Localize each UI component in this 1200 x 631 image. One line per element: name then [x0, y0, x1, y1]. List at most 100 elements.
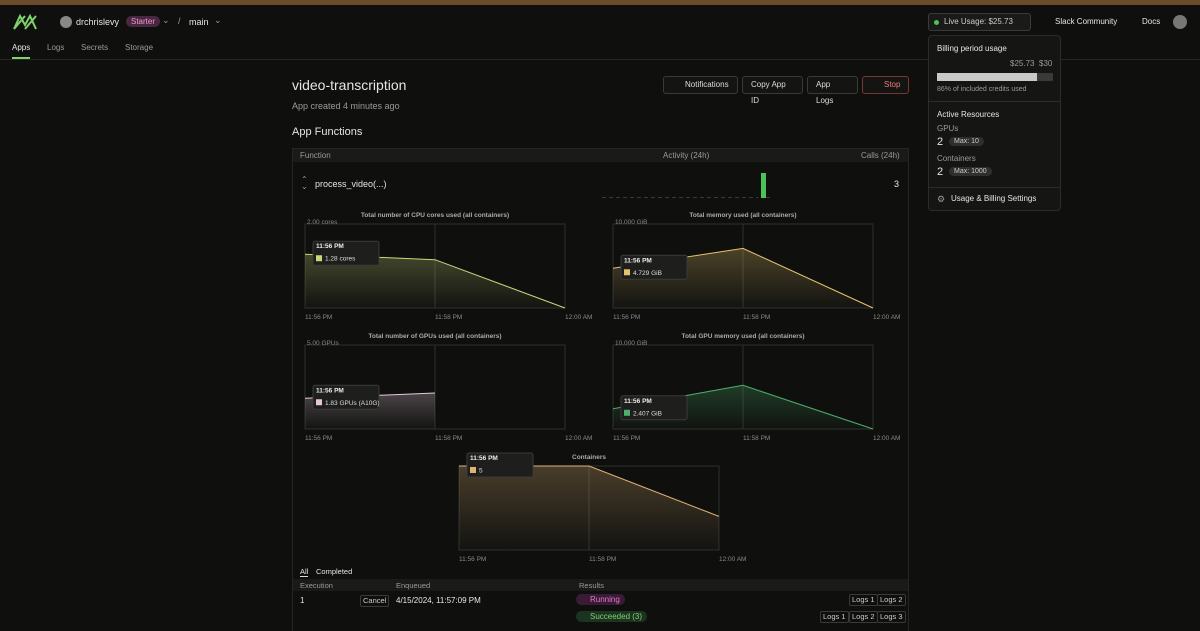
button[interactable]: App Logs	[807, 76, 858, 105]
tab[interactable]: Apps	[12, 43, 31, 52]
header-cell: Results	[579, 581, 605, 590]
runs-tab[interactable]: All	[300, 567, 309, 577]
branch[interactable]: main	[189, 17, 209, 27]
tooltip-value: 2.407 GiB	[633, 410, 662, 417]
user[interactable]: drchrislevy	[76, 17, 120, 27]
x-tick-label: 11:58 PM	[589, 556, 616, 563]
y-tick-label: 5.00 GPUs	[307, 340, 340, 347]
y-tick-label: 10.000 GiB	[615, 340, 648, 347]
resource-max: Max: 10	[949, 137, 984, 146]
separator: /	[178, 16, 181, 26]
live-usage[interactable]: Live Usage: $25.73	[928, 13, 1031, 31]
calls: 3	[894, 179, 900, 189]
tooltip-swatch	[624, 409, 630, 416]
x-tick-label: 12:00 AM	[565, 314, 592, 321]
settings-link[interactable]: Usage & Billing Settings	[951, 194, 1037, 203]
area	[305, 254, 565, 308]
x-tick-label: 11:56 PM	[613, 435, 640, 442]
logs-button[interactable]: Logs 3	[877, 611, 906, 623]
live-usage-text: Live Usage: $25.73	[944, 17, 1013, 26]
logs-button[interactable]: Logs 1	[820, 611, 849, 623]
usage-bar	[937, 73, 1037, 81]
logs-button[interactable]: Logs 2	[877, 594, 906, 606]
x-tick-label: 11:56 PM	[459, 556, 486, 563]
chevron[interactable]: ⌄	[214, 15, 222, 25]
resource-label: Containers	[937, 154, 976, 163]
x-tick-label: 11:56 PM	[305, 314, 332, 321]
button[interactable]: Notifications	[663, 76, 738, 94]
execution: 1	[300, 596, 305, 605]
tooltip	[312, 384, 380, 410]
x-tick-label: 11:56 PM	[305, 435, 332, 442]
resource-label: GPUs	[937, 124, 959, 133]
resource-count: 2	[937, 136, 944, 148]
app-title: video-transcription	[292, 77, 407, 93]
header-cell: Activity (24h)	[663, 151, 710, 160]
tooltip-time: 11:56 PM	[470, 455, 498, 462]
x-tick-label: 11:56 PM	[613, 314, 640, 321]
usage-track	[937, 73, 1053, 81]
x-tick-label: 12:00 AM	[565, 435, 592, 442]
plan-badge: Starter	[126, 16, 161, 27]
x-tick-label: 11:58 PM	[743, 314, 770, 321]
resource-count: 2	[937, 166, 944, 178]
button[interactable]: Stop	[862, 76, 909, 94]
header-cell: Function	[300, 151, 331, 160]
tooltip	[620, 254, 688, 280]
tooltip-time: 11:56 PM	[316, 387, 344, 394]
limit: $30	[1039, 59, 1053, 68]
activity-sparkline	[602, 173, 772, 198]
tooltip-time: 11:56 PM	[624, 257, 652, 264]
chevron[interactable]: ⌄	[162, 15, 170, 25]
header-cell: Enqueued	[396, 581, 431, 590]
chart-title: Total GPU memory used (all containers)	[681, 333, 804, 340]
tooltip-swatch	[470, 467, 476, 473]
x-tick-label: 12:00 AM	[873, 314, 900, 321]
button[interactable]: Copy App ID	[742, 76, 803, 105]
logs-button[interactable]: Logs 1	[849, 594, 878, 606]
tooltip-value: 5	[479, 468, 483, 475]
y-tick-label: 2.00 cores	[307, 219, 338, 226]
tooltip-value: 1.83 GPUs (A10G)	[325, 400, 380, 407]
logs-button[interactable]: Logs 2	[849, 611, 878, 623]
tooltip	[312, 240, 380, 266]
enqueued: 4/15/2024, 11:57:09 PM	[396, 596, 481, 605]
runs-tab[interactable]: Completed	[316, 567, 353, 576]
tooltip-value: 4.729 GiB	[633, 270, 662, 277]
tab[interactable]: Storage	[125, 43, 154, 52]
gear-icon: ⚙	[937, 194, 946, 204]
nav-link[interactable]: Slack Community	[1055, 17, 1118, 26]
x-tick-label: 12:00 AM	[873, 435, 900, 442]
logo[interactable]	[12, 13, 38, 31]
x-tick-label: 11:58 PM	[435, 435, 462, 442]
section-title: App Functions	[292, 126, 363, 138]
area	[459, 466, 719, 550]
tooltip	[620, 395, 688, 421]
chart-title: Containers	[572, 454, 606, 461]
expand-toggle[interactable]: ⌃ ⌄	[301, 175, 308, 191]
chart-title: Total number of CPU cores used (all cont…	[361, 212, 509, 219]
tab[interactable]: Logs	[47, 43, 65, 52]
status-succeeded: Succeeded (3)	[576, 611, 648, 622]
tooltip-swatch	[316, 399, 322, 406]
table-header	[293, 149, 908, 162]
tab-indicator	[12, 57, 30, 59]
divider	[929, 187, 1060, 188]
nav-link[interactable]: Docs	[1142, 17, 1161, 26]
tooltip-value: 1.28 cores	[325, 256, 356, 263]
function-name[interactable]: process_video(...)	[315, 179, 387, 189]
used: $25.73	[1010, 59, 1035, 68]
tooltip-swatch	[316, 255, 322, 262]
tooltip	[466, 452, 534, 478]
x-tick-label: 11:58 PM	[743, 435, 770, 442]
runs-header	[293, 579, 908, 591]
billing-popup: Billing period usage $25.73 $30 86% of i…	[928, 35, 1061, 211]
chart-title: Total number of GPUs used (all container…	[368, 333, 501, 340]
divider	[929, 101, 1060, 102]
y-tick-label: 10.000 GiB	[615, 219, 648, 226]
avatar	[60, 16, 72, 28]
profile[interactable]	[1173, 15, 1187, 29]
cancel-button[interactable]: Cancel	[360, 595, 390, 607]
tab[interactable]: Secrets	[81, 43, 109, 52]
